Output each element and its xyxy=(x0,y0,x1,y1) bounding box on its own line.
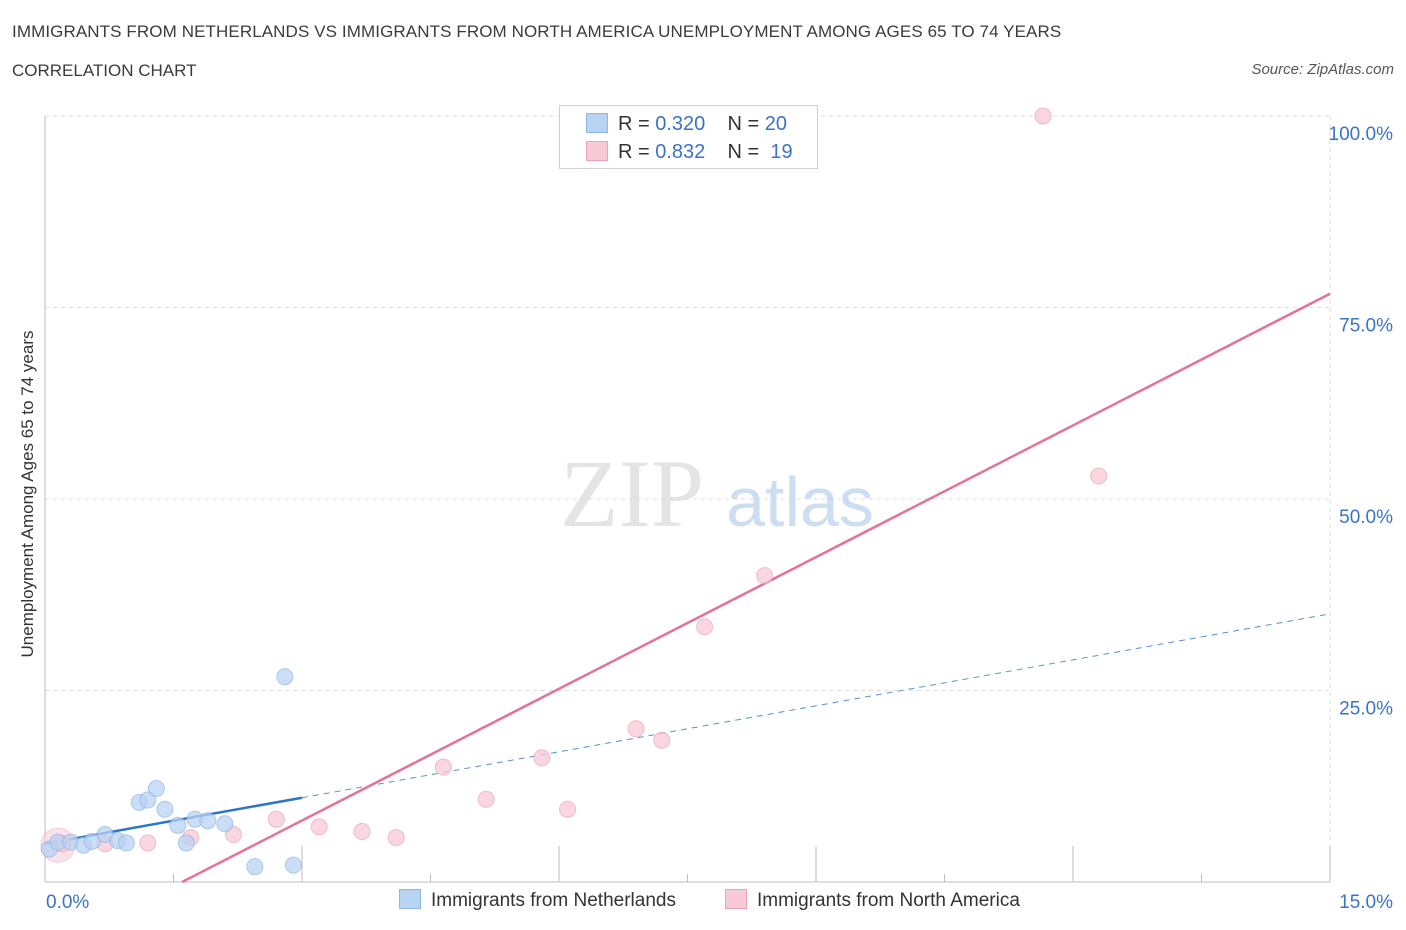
data-point-north-america xyxy=(696,618,714,636)
data-point-netherlands xyxy=(156,800,174,818)
data-point-netherlands xyxy=(169,816,187,834)
legend-row-netherlands: R = 0.320 N = 20 xyxy=(586,113,787,136)
chart-subtitle: CORRELATION CHART xyxy=(12,61,197,80)
tick-labels: 25.0% 50.0% 75.0% 100.0% 0.0% 15.0% xyxy=(46,124,1393,913)
data-point-north-america xyxy=(533,749,551,767)
y-tick-label: 100.0% xyxy=(1329,124,1394,145)
x-tick-label: 0.0% xyxy=(46,892,89,913)
legend-n-value: 20 xyxy=(764,113,788,135)
legend-swatch-blue xyxy=(586,113,608,133)
trend-lines xyxy=(44,292,1331,884)
watermark: ZIP atlas xyxy=(560,440,874,547)
data-point-netherlands xyxy=(147,780,165,798)
data-point-north-america xyxy=(267,810,285,828)
legend-row-north-america: R = 0.832 N = 19 xyxy=(586,141,793,164)
data-point-netherlands xyxy=(216,815,234,833)
data-points xyxy=(40,107,1108,876)
bottom-legend-netherlands: Immigrants from Netherlands xyxy=(399,889,676,912)
y-axis-label: Unemployment Among Ages 65 to 74 years xyxy=(18,330,37,658)
data-point-north-america xyxy=(353,822,371,840)
y-tick-label: 25.0% xyxy=(1339,699,1393,720)
data-point-north-america xyxy=(477,790,495,808)
data-point-north-america xyxy=(310,818,328,836)
watermark-zip: ZIP xyxy=(560,440,704,547)
y-tick-label: 75.0% xyxy=(1339,316,1393,337)
x-tick-label: 15.0% xyxy=(1339,892,1393,913)
legend-swatch-pink xyxy=(586,141,608,161)
legend-r-value: 0.832 xyxy=(655,141,706,163)
data-point-north-america xyxy=(1090,467,1108,485)
data-point-north-america xyxy=(139,834,157,852)
data-point-netherlands xyxy=(284,856,302,874)
data-point-netherlands xyxy=(139,791,157,809)
trend-line-netherlands-extension xyxy=(301,613,1331,799)
data-point-north-america xyxy=(387,829,405,847)
data-point-north-america xyxy=(1034,107,1052,125)
data-point-netherlands xyxy=(177,834,195,852)
watermark-atlas: atlas xyxy=(726,463,874,541)
legend-r-value: 0.320 xyxy=(655,113,706,135)
legend: R = 0.320 N = 20 R = 0.832 N = 19 xyxy=(559,105,818,169)
chart-title: IMMIGRANTS FROM NETHERLANDS VS IMMIGRANT… xyxy=(12,22,1062,41)
data-point-north-america xyxy=(559,800,577,818)
data-point-netherlands xyxy=(199,812,217,830)
data-point-north-america xyxy=(653,731,671,749)
data-point-netherlands xyxy=(117,834,135,852)
data-point-north-america xyxy=(756,567,774,585)
bottom-legend-north-america: Immigrants from North America xyxy=(725,889,1020,912)
bottom-legend-swatch-pink xyxy=(725,889,747,909)
axes xyxy=(44,116,1331,883)
y-tick-label: 50.0% xyxy=(1339,507,1393,528)
legend-n-value: 19 xyxy=(770,141,793,163)
data-point-netherlands xyxy=(246,858,264,876)
data-point-north-america xyxy=(627,720,645,738)
data-point-north-america xyxy=(434,758,452,776)
trend-line-north-america xyxy=(181,292,1331,884)
bottom-legend-swatch-blue xyxy=(399,889,421,909)
data-point-netherlands xyxy=(276,668,294,686)
source-label: Source: ZipAtlas.com xyxy=(1251,61,1394,78)
